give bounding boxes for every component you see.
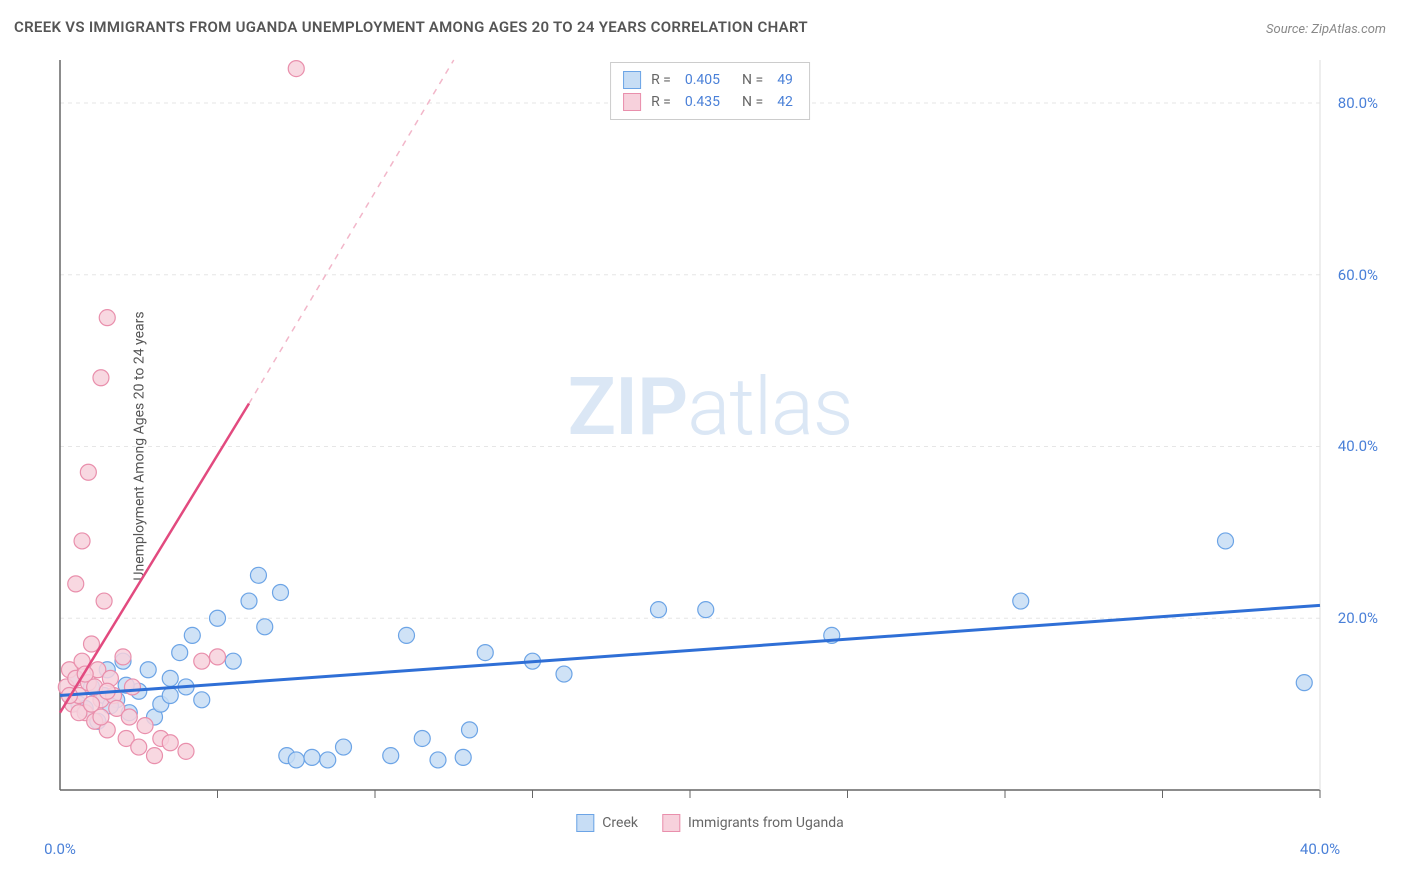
y-tick-label: 20.0%: [1338, 609, 1378, 627]
series-legend-item: Immigrants from Uganda: [662, 814, 844, 832]
y-tick-label: 80.0%: [1338, 94, 1378, 112]
y-tick-label: 60.0%: [1338, 266, 1378, 284]
correlation-chart: CREEK VS IMMIGRANTS FROM UGANDA UNEMPLOY…: [0, 0, 1406, 892]
series-legend-item: Creek: [576, 814, 638, 832]
legend-swatch: [623, 71, 641, 89]
chart-title: CREEK VS IMMIGRANTS FROM UGANDA UNEMPLOY…: [14, 18, 808, 36]
x-tick-label: 0.0%: [44, 840, 76, 858]
legend-swatch: [623, 93, 641, 111]
plot-area: ZIPatlas R =0.405N =49R =0.435N =42 Cree…: [50, 60, 1370, 830]
x-tick-label: 40.0%: [1300, 840, 1340, 858]
legend-swatch: [576, 814, 594, 832]
series-legend: Creek Immigrants from Uganda: [576, 814, 843, 832]
legend-swatch: [662, 814, 680, 832]
stats-legend: R =0.405N =49R =0.435N =42: [610, 62, 810, 120]
y-tick-label: 40.0%: [1338, 437, 1378, 455]
plot-svg: [50, 60, 1370, 830]
stats-legend-row: R =0.435N =42: [623, 91, 797, 113]
source-label: Source: ZipAtlas.com: [1266, 22, 1386, 37]
stats-legend-row: R =0.405N =49: [623, 69, 797, 91]
